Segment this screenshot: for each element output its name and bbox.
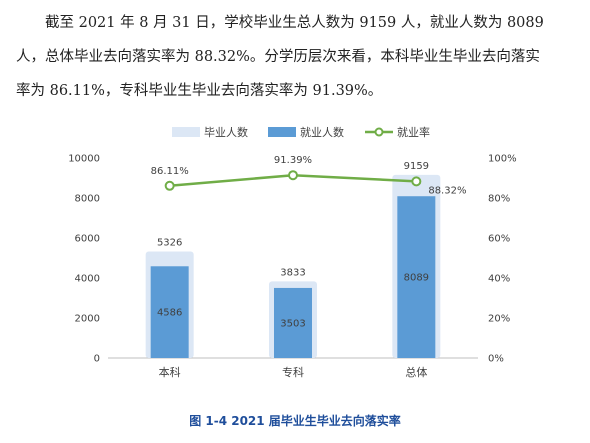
chart-bars — [145, 174, 441, 358]
chart-line — [164, 170, 422, 191]
x-tick-label: 本科 — [159, 365, 181, 379]
data-label-employed: 3503 — [280, 318, 305, 329]
rate-marker — [411, 176, 422, 187]
x-tick-label: 专科 — [282, 365, 304, 379]
bar-employed — [274, 287, 312, 358]
y-left-tick-label: 6000 — [75, 234, 100, 245]
y-left-tick-label: 0 — [94, 354, 100, 365]
y-right-tick-label: 0% — [488, 354, 504, 365]
y-right-tick-label: 20% — [488, 314, 510, 325]
bar-employed — [397, 196, 436, 358]
paragraph-line-1: 截至 2021 年 8 月 31 日，学校毕业生总人数为 9159 人，就业人数… — [16, 15, 544, 31]
y-right-tick-label: 80% — [488, 194, 510, 205]
paragraph-line-3: 率为 86.11%，专科毕业生毕业去向落实率为 91.39%。 — [16, 83, 383, 99]
figure-caption: 图 1-4 2021 届毕业生毕业去向落实率 — [189, 414, 401, 428]
bar-employed — [150, 266, 189, 358]
y-left-tick-label: 4000 — [75, 274, 100, 285]
data-label-graduates: 9159 — [404, 161, 429, 172]
data-label-rate: 88.32% — [428, 185, 466, 196]
data-label-rate: 86.11% — [151, 166, 189, 177]
legend-label-rate: 就业率 — [397, 125, 430, 139]
data-label-employed: 8089 — [404, 273, 429, 284]
y-right-tick-label: 40% — [488, 274, 510, 285]
data-label-rate: 91.39% — [274, 155, 312, 166]
data-label-graduates: 3833 — [280, 267, 305, 278]
employment-rate-chart: 毕业人数 就业人数 就业率 0 2000 4000 6000 8000 10000 0% 20% 4… — [68, 125, 517, 379]
chart-container: 毕业人数 就业人数 就业率 0 2000 4000 6000 8000 10000 0% 20% 4… — [0, 118, 590, 408]
data-label-graduates: 5326 — [157, 237, 182, 248]
rate-marker — [164, 180, 175, 191]
y-left-tick-label: 8000 — [75, 194, 100, 205]
intro-paragraph: 截至 2021 年 8 月 31 日，学校毕业生总人数为 9159 人，就业人数… — [16, 6, 576, 108]
x-tick-label: 总体 — [405, 365, 427, 379]
y-right-tick-label: 100% — [488, 154, 517, 165]
legend-swatch-employed — [268, 127, 296, 137]
rate-marker — [288, 170, 298, 181]
chart-legend: 毕业人数 就业人数 就业率 — [172, 125, 430, 139]
legend-label-graduates: 毕业人数 — [204, 126, 248, 139]
data-label-employed: 4586 — [157, 308, 182, 319]
legend-swatch-graduates — [172, 127, 200, 137]
y-left-tick-label: 2000 — [75, 314, 100, 325]
paragraph-line-2: 人，总体毕业去向落实率为 88.32%。分学历层次来看，本科毕业生毕业去向落实 — [16, 49, 540, 65]
y-left-tick-label: 10000 — [68, 154, 100, 165]
legend-label-employed: 就业人数 — [300, 125, 344, 139]
y-right-tick-label: 60% — [488, 234, 510, 245]
chart-data-labels: 5326 3833 9159 4586 3503 8089 86.11% 91.39% 88.3… — [151, 155, 467, 329]
legend-marker-rate — [374, 127, 384, 137]
